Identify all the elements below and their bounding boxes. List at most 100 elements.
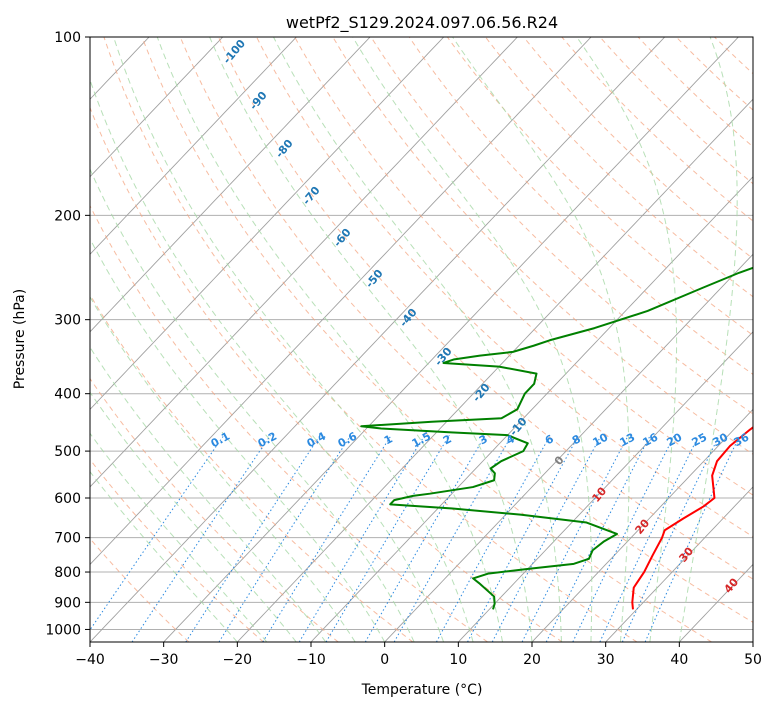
mixing-ratio-line bbox=[521, 435, 629, 642]
dry-adiabat-label: -50 bbox=[363, 267, 386, 291]
mixing-ratio-line bbox=[131, 435, 271, 642]
y-tick-label: 700 bbox=[54, 531, 81, 547]
mixing-ratio-line bbox=[262, 435, 392, 642]
x-tick-label: 10 bbox=[449, 652, 467, 668]
mixing-ratio-label: 0.4 bbox=[305, 429, 329, 450]
mixing-ratio-line bbox=[644, 435, 741, 642]
mixing-ratio-label: 10 bbox=[591, 430, 611, 449]
dry-adiabat-label: 10 bbox=[589, 484, 609, 504]
mixing-ratio-label: 16 bbox=[641, 430, 661, 449]
y-tick-label: 200 bbox=[54, 208, 81, 224]
temperature-profile bbox=[631, 426, 753, 610]
dry-adiabat bbox=[561, 37, 753, 222]
isotherm-line bbox=[237, 98, 753, 642]
isotherm-line bbox=[90, 37, 518, 488]
mixing-ratio-label: 13 bbox=[618, 431, 638, 450]
mixing-ratio-label: 30 bbox=[711, 430, 731, 449]
moist-adiabat bbox=[90, 295, 356, 642]
moist-adiabat bbox=[352, 37, 593, 642]
mixing-ratio-label: 1 bbox=[382, 432, 395, 447]
x-tick-label: 20 bbox=[523, 652, 541, 668]
mixing-ratio-label: 1.5 bbox=[410, 430, 433, 451]
isotherm-line bbox=[310, 176, 753, 642]
moist-adiabat bbox=[209, 37, 533, 642]
dry-adiabat-label: -20 bbox=[470, 381, 493, 405]
isotherm-line bbox=[90, 37, 666, 642]
dry-adiabat bbox=[332, 37, 753, 455]
dry-adiabat bbox=[141, 37, 712, 642]
mixing-ratio-line bbox=[545, 435, 651, 642]
x-axis: −40 −30 −20 −10 0 10 20 30 40 50 bbox=[75, 642, 762, 668]
dry-adiabat bbox=[103, 37, 638, 642]
mixing-ratio-line bbox=[364, 435, 486, 642]
x-tick-label: −10 bbox=[296, 652, 326, 668]
isotherm-line bbox=[605, 486, 753, 642]
dry-adiabat bbox=[90, 293, 414, 642]
chart-title: wetPf2_S129.2024.097.06.56.R24 bbox=[286, 13, 558, 33]
y-tick-label: 300 bbox=[54, 313, 81, 329]
dry-adiabat bbox=[637, 37, 753, 148]
dry-adiabat-label: -30 bbox=[432, 345, 455, 369]
isotherm-line bbox=[90, 37, 592, 566]
y-tick-label: 500 bbox=[54, 444, 81, 460]
dry-adiabat bbox=[90, 377, 339, 642]
mixing-ratio-line bbox=[467, 435, 580, 642]
moist-adiabat bbox=[90, 237, 386, 642]
dry-adiabat-label: -40 bbox=[397, 306, 420, 330]
moist-adiabat bbox=[452, 37, 630, 642]
mixing-ratio-label: 36 bbox=[732, 430, 752, 449]
x-tick-label: 0 bbox=[380, 652, 389, 668]
mixing-ratio-line bbox=[298, 435, 426, 642]
mixing-ratio-label: 20 bbox=[665, 430, 685, 449]
dry-adiabat bbox=[523, 37, 753, 260]
y-tick-label: 400 bbox=[54, 387, 81, 403]
isotherm-line bbox=[90, 37, 297, 255]
dry-adiabat bbox=[179, 37, 753, 623]
y-tick-label: 800 bbox=[54, 565, 81, 581]
moist-adiabat bbox=[90, 470, 238, 642]
dry-adiabat bbox=[294, 37, 753, 496]
dry-adiabat-label: -80 bbox=[273, 137, 296, 161]
moist-adiabat bbox=[678, 37, 738, 642]
mixing-ratio-line bbox=[435, 435, 551, 642]
x-tick-label: −40 bbox=[75, 652, 105, 668]
dewpoint-profile bbox=[360, 266, 753, 610]
moist-adiabat bbox=[90, 432, 268, 642]
dry-adiabat bbox=[90, 458, 264, 642]
dry-adiabat-label: -100 bbox=[220, 37, 248, 67]
isotherm-line bbox=[752, 641, 753, 642]
mixing-ratio-line bbox=[325, 435, 450, 642]
mixing-ratio-label: 0.1 bbox=[209, 430, 232, 451]
dry-adiabat bbox=[256, 37, 753, 538]
dry-adiabat bbox=[752, 37, 753, 39]
y-tick-label: 600 bbox=[54, 491, 81, 507]
dry-adiabat-label: 40 bbox=[721, 575, 741, 595]
mixing-ratio-label: 25 bbox=[690, 431, 710, 450]
background-lines bbox=[0, 37, 753, 642]
dry-adiabat bbox=[485, 37, 753, 298]
moist-adiabat bbox=[576, 37, 678, 642]
y-axis-label: Pressure (hPa) bbox=[12, 289, 28, 389]
x-tick-label: 30 bbox=[597, 652, 615, 668]
dry-adiabat bbox=[90, 204, 488, 642]
isotherm-line bbox=[90, 37, 445, 411]
isotherm-line bbox=[90, 37, 224, 178]
isotherm-line bbox=[90, 37, 371, 333]
y-tick-label: 900 bbox=[54, 595, 81, 611]
dry-adiabat bbox=[714, 37, 753, 75]
x-tick-label: −30 bbox=[149, 652, 179, 668]
isotherm-line bbox=[458, 331, 753, 642]
y-tick-label: 1000 bbox=[45, 622, 81, 638]
isotherm-line bbox=[163, 37, 739, 642]
dry-adiabat bbox=[90, 537, 190, 642]
moist-adiabat bbox=[90, 391, 297, 642]
mixing-ratio-line bbox=[491, 435, 602, 642]
isotherm-line bbox=[0, 37, 2, 642]
moist-adiabat bbox=[273, 37, 562, 642]
dry-adiabat bbox=[370, 37, 753, 415]
y-tick-label: 100 bbox=[54, 30, 81, 46]
mixing-ratio-line bbox=[621, 435, 720, 642]
x-tick-label: −20 bbox=[223, 652, 253, 668]
moist-adiabat bbox=[113, 37, 474, 642]
